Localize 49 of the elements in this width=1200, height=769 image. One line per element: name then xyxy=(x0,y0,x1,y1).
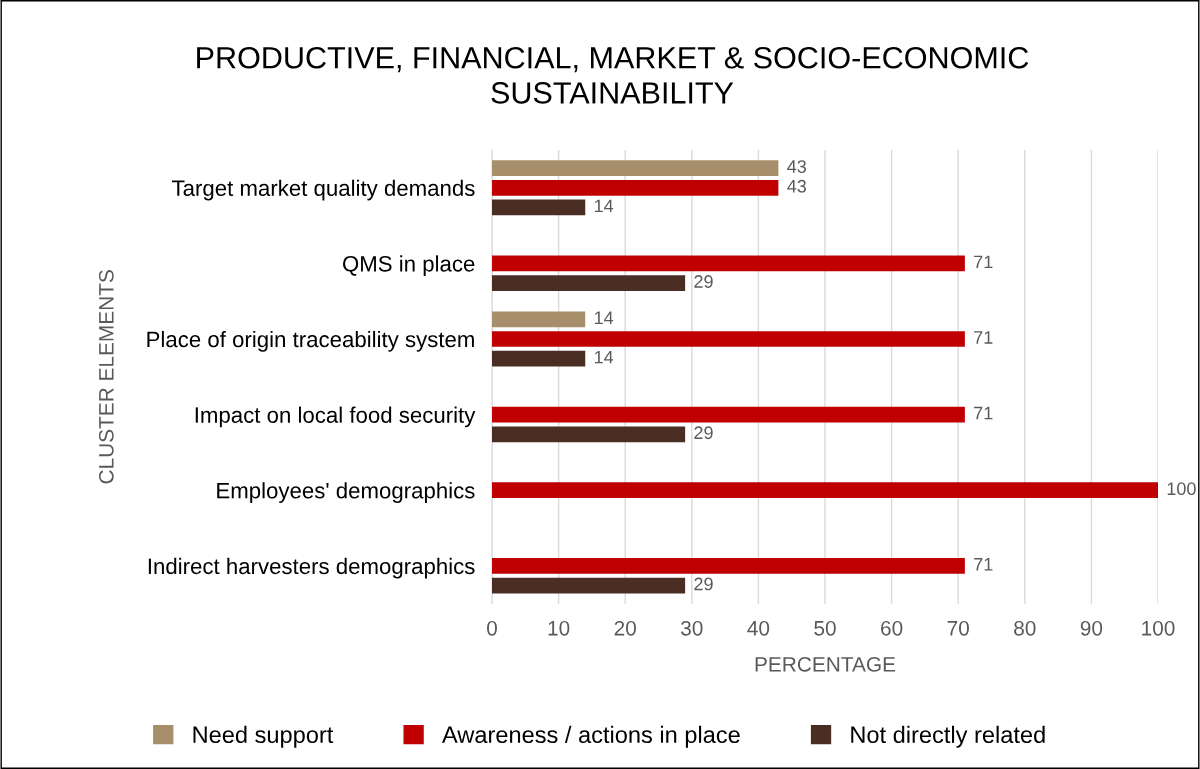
data-label: 14 xyxy=(594,199,614,213)
data-label: 100 xyxy=(1167,482,1196,496)
legend-label: Awareness / actions in place xyxy=(441,725,740,748)
y-tick-label: Target market quality demands xyxy=(172,179,475,201)
x-tick-label: 100 xyxy=(1142,620,1175,636)
x-tick-label: 90 xyxy=(1080,620,1103,636)
legend-label: Not directly related xyxy=(851,725,1045,748)
x-tick-label: 60 xyxy=(881,620,903,636)
bar xyxy=(492,331,965,347)
data-label: 43 xyxy=(787,179,806,193)
x-tick-label: 10 xyxy=(548,620,570,636)
x-tick-label: 70 xyxy=(947,620,969,636)
data-label: 71 xyxy=(974,558,993,571)
bar xyxy=(492,426,686,443)
data-label: 29 xyxy=(694,275,713,288)
bar xyxy=(492,199,586,216)
chart-title: PRODUCTIVE, FINANCIAL, MARKET & SOCIO-ECONOMIC SUSTAINABILITY xyxy=(197,46,1029,104)
data-label: 71 xyxy=(974,331,993,344)
x-tick-label: 40 xyxy=(747,620,770,636)
bar xyxy=(492,406,965,423)
data-label: 43 xyxy=(787,160,806,173)
x-tick-label: 30 xyxy=(681,620,703,636)
data-label: 29 xyxy=(694,577,713,591)
y-tick-label: QMS in place xyxy=(343,255,475,277)
data-label: 71 xyxy=(974,255,993,269)
bar xyxy=(492,350,586,367)
data-label: 14 xyxy=(594,350,614,364)
y-tick-label: Employees' demographics xyxy=(217,482,475,503)
x-axis-title: PERCENTAGE xyxy=(755,656,896,672)
bar xyxy=(492,179,779,196)
data-label: 71 xyxy=(974,406,993,420)
bar xyxy=(492,311,586,328)
x-tick-label: 0 xyxy=(487,620,497,636)
x-tick-label: 20 xyxy=(614,620,636,636)
y-axis-title: CLUSTER ELEMENTS xyxy=(98,270,114,484)
legend-label: Need support xyxy=(193,725,334,748)
x-tick-label: 50 xyxy=(814,620,836,636)
bar xyxy=(492,557,965,574)
bar xyxy=(492,160,779,176)
bar xyxy=(492,275,686,291)
bar xyxy=(492,577,686,594)
y-tick-label: Impact on local food security xyxy=(195,406,476,428)
bar xyxy=(492,482,1158,499)
data-label: 14 xyxy=(594,311,614,325)
data-label: 29 xyxy=(694,426,713,440)
x-tick-label: 80 xyxy=(1014,620,1036,636)
y-tick-label: Indirect harvesters demographics xyxy=(148,557,475,579)
y-tick-label: Place of origin traceability system xyxy=(147,330,474,352)
bar xyxy=(492,255,965,272)
